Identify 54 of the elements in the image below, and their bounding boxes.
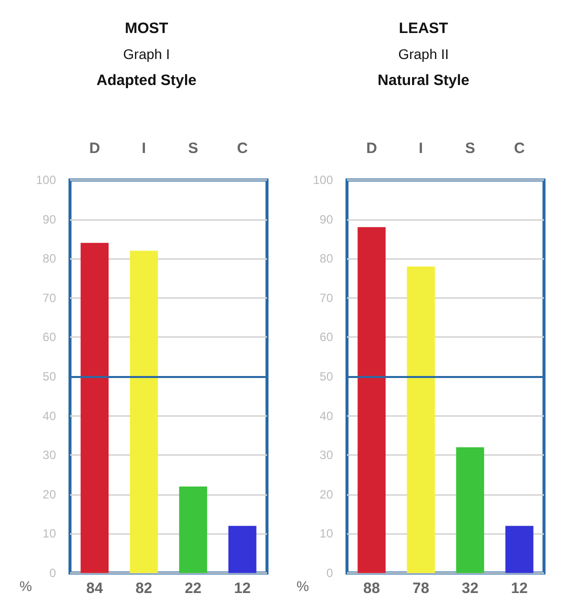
y-tick-label: 40	[320, 408, 334, 423]
bar	[406, 266, 435, 573]
y-tick-label: 30	[320, 448, 334, 462]
y-tick-label: 40	[42, 408, 56, 423]
y-axis-title: %	[296, 578, 309, 594]
y-tick-label: 70	[320, 290, 334, 305]
data-label: 22	[184, 580, 202, 597]
y-tick-label: 70	[42, 290, 56, 305]
chart-subtitle: Graph II	[398, 46, 449, 62]
bar	[505, 526, 534, 573]
y-tick-label: 0	[326, 566, 334, 580]
data-label: 84	[86, 580, 104, 597]
y-tick-label: 20	[320, 487, 334, 502]
y-tick-label: 80	[42, 252, 56, 266]
x-tick-label: I	[418, 140, 423, 157]
data-label: 82	[136, 580, 152, 597]
data-label: 78	[412, 580, 430, 597]
bar	[130, 250, 158, 573]
y-tick-label: 20	[42, 487, 56, 502]
x-tick-label: I	[142, 140, 146, 157]
chart-subtitle: Graph I	[123, 46, 170, 62]
y-tick-label: 60	[42, 330, 56, 344]
y-tick-label: 60	[320, 330, 334, 344]
y-tick-label: 30	[42, 448, 56, 462]
bar	[80, 242, 109, 573]
x-tick-label: S	[188, 140, 198, 157]
data-label: 12	[234, 580, 251, 597]
y-tick-label: 100	[312, 173, 334, 187]
x-tick-label: D	[366, 140, 378, 157]
y-tick-label: 90	[42, 212, 56, 226]
x-tick-label: S	[465, 140, 476, 157]
y-tick-label: 80	[320, 252, 334, 266]
y-tick-label: 50	[42, 370, 56, 384]
data-label: 12	[511, 580, 528, 597]
chart-title: LEAST	[398, 20, 448, 37]
y-tick-label: 10	[42, 526, 56, 541]
data-label: 32	[462, 580, 478, 597]
bar	[456, 447, 484, 573]
bar	[179, 486, 208, 573]
bar	[358, 227, 386, 573]
y-tick-label: 100	[36, 173, 56, 187]
y-tick-label: 90	[320, 212, 334, 226]
bar	[228, 526, 256, 573]
data-label: 88	[363, 580, 380, 597]
chart-title: MOST	[124, 20, 168, 37]
x-tick-label: C	[236, 140, 248, 157]
text: Adapted Style	[96, 72, 197, 89]
y-axis-title: %	[20, 578, 32, 594]
text: Natural Style	[378, 72, 470, 89]
x-tick-label: D	[89, 140, 100, 157]
y-tick-label: 0	[49, 566, 56, 580]
x-tick-label: C	[514, 140, 525, 157]
y-tick-label: 10	[320, 526, 334, 541]
y-tick-label: 50	[320, 370, 334, 384]
